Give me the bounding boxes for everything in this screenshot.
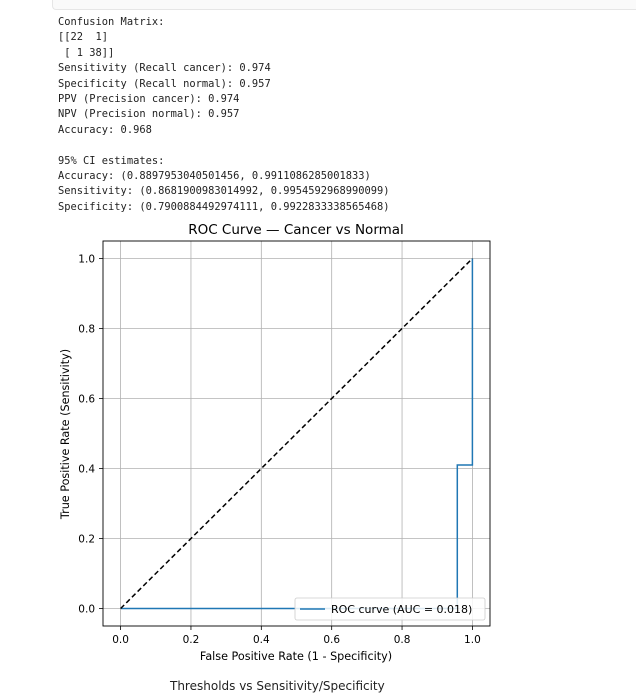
output-line: PPV (Precision cancer): 0.974 xyxy=(58,92,240,105)
y-axis-label: True Positive Rate (Sensitivity) xyxy=(59,349,72,520)
y-tick-label: 0.6 xyxy=(78,394,95,406)
chart-legend: ROC curve (AUC = 0.018) xyxy=(294,597,486,621)
output-line: Sensitivity: (0.8681900983014992, 0.9954… xyxy=(58,185,390,198)
output-line: 95% CI estimates: xyxy=(58,154,165,167)
x-tick-label: 0.8 xyxy=(394,634,411,646)
output-line: Specificity: (0.7900884492974111, 0.9922… xyxy=(58,200,390,213)
y-tick-label: 0.2 xyxy=(78,534,95,546)
x-tick-label: 0.2 xyxy=(183,634,200,646)
y-tick-label: 0.0 xyxy=(78,604,95,616)
next-figure-title-cut-off: Thresholds vs Sensitivity/Specificity xyxy=(170,679,385,693)
plot-frame xyxy=(102,240,491,627)
x-axis-label: False Positive Rate (1 - Specificity) xyxy=(200,650,392,663)
cell-frame-top xyxy=(52,0,636,10)
output-line: Sensitivity (Recall cancer): 0.974 xyxy=(58,62,271,75)
chart-ticks: 0.0 0.2 0.4 0.6 0.8 1.0 0.0 0.2 0.4 0.6 0.8 1.0 xyxy=(78,254,480,647)
chart-grid xyxy=(103,241,490,626)
legend-box xyxy=(294,597,486,621)
x-tick-label: 1.0 xyxy=(464,634,481,646)
chance-diagonal-line xyxy=(120,257,473,610)
output-line: NPV (Precision normal): 0.957 xyxy=(58,108,240,121)
output-line: Specificity (Recall normal): 0.957 xyxy=(58,77,271,90)
x-tick-label: 0.0 xyxy=(112,634,129,646)
y-tick-label: 0.8 xyxy=(78,324,95,336)
output-line: Accuracy: 0.968 xyxy=(58,123,152,136)
output-line: Confusion Matrix: xyxy=(58,16,165,28)
output-line: [[22 1] xyxy=(58,31,109,44)
x-tick-label: 0.6 xyxy=(323,634,340,646)
chart-title: ROC Curve — Cancer vs Normal xyxy=(188,222,404,238)
output-line: [ 1 38]] xyxy=(58,46,115,59)
y-tick-label: 0.4 xyxy=(78,464,95,476)
cell-output-text: Confusion Matrix: [[22 1] [ 1 38]] Sensiti… xyxy=(58,15,390,215)
x-tick-label: 0.4 xyxy=(253,634,270,646)
chart-series xyxy=(120,257,474,610)
legend-entry: ROC curve (AUC = 0.018) xyxy=(331,603,472,616)
y-tick-label: 1.0 xyxy=(78,254,95,266)
output-line: Accuracy: (0.8897953040501456, 0.9911086… xyxy=(58,169,371,182)
